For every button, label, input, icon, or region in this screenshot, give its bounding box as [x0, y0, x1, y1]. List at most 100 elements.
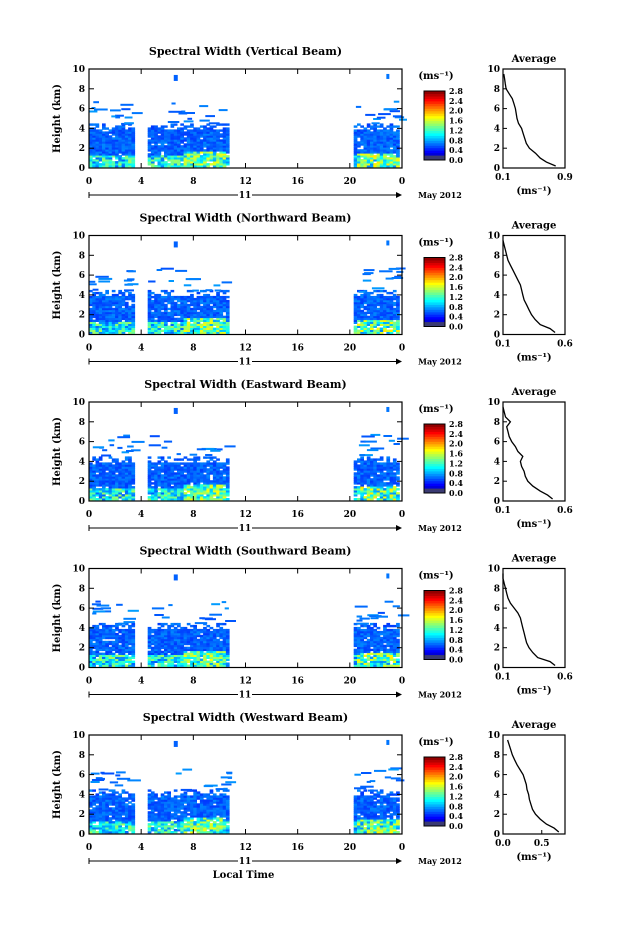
colorbar-cell — [424, 597, 445, 601]
colorbar-cell — [424, 811, 445, 815]
colorbar-cell — [424, 629, 445, 633]
heatmap-cells — [89, 739, 405, 834]
y-axis-label: Height (km) — [52, 84, 63, 153]
colorbar-cell — [424, 823, 445, 827]
colorbar-tick-label: 0.4 — [449, 645, 463, 655]
colorbar-cell — [424, 95, 445, 99]
day-bar-arrow — [396, 691, 402, 698]
colorbar-frame — [423, 257, 446, 327]
colorbar-cell — [424, 458, 445, 462]
avg-x-tick-label: 0.1 — [495, 506, 511, 516]
avg-y-tick-label: 6 — [494, 105, 500, 115]
colorbar-cell — [424, 269, 445, 273]
colorbar-cell — [424, 267, 445, 271]
avg-y-tick-label: 0 — [494, 164, 500, 174]
y-tick-label: 4 — [79, 790, 85, 800]
y-tick-label: 8 — [79, 85, 85, 95]
x-tick-label: 12 — [239, 177, 252, 187]
colorbar-cell — [424, 757, 445, 760]
y-tick-label: 10 — [72, 398, 85, 408]
colorbar-cell — [424, 115, 445, 119]
colorbar-cell — [424, 123, 445, 126]
colorbar-cell — [424, 282, 445, 286]
colorbar-cell — [424, 108, 445, 112]
avg-y-tick-label: 2 — [494, 644, 500, 654]
colorbar-cell — [424, 428, 445, 432]
avg-y-tick-label: 10 — [487, 232, 500, 242]
average-xlabel: (ms⁻¹) — [516, 353, 551, 364]
y-tick-label: 2 — [79, 477, 85, 487]
heatmap-cells — [89, 406, 409, 501]
day-bar-arrow — [396, 858, 402, 864]
colorbar-cell — [424, 632, 445, 636]
average-profile-line — [503, 73, 556, 167]
average-panel: Average 0 2 4 6 8 10 0.1 0.6 (ms⁻¹) — [487, 554, 572, 697]
day-label: 11 — [239, 191, 252, 201]
y-tick-label: 4 — [79, 457, 85, 467]
y-tick-label: 0 — [79, 331, 85, 341]
average-xlabel: (ms⁻¹) — [516, 852, 551, 863]
colorbar-cell — [424, 806, 445, 810]
y-tick-label: 10 — [72, 232, 85, 242]
colorbar-cell — [424, 306, 445, 310]
x-tick-label: 0 — [86, 177, 92, 187]
colorbar-cell — [424, 789, 445, 792]
colorbar-cell — [424, 289, 445, 293]
colorbar-cell — [424, 120, 445, 124]
colorbar-cell — [424, 798, 445, 802]
colorbar-cell — [424, 451, 445, 455]
colorbar-cell — [424, 118, 445, 122]
avg-x-tick-label: 0.6 — [557, 506, 573, 516]
colorbar-cell — [424, 301, 445, 305]
y-tick-label: 2 — [79, 144, 85, 154]
colorbar-cell — [424, 796, 445, 800]
colorbar-tick-label: 0.0 — [449, 655, 463, 665]
x-tick-label: 0 — [399, 510, 405, 520]
y-tick-label: 0 — [79, 164, 85, 174]
y-tick-label: 0 — [79, 664, 85, 674]
colorbar-cell — [424, 321, 445, 325]
avg-y-tick-label: 8 — [494, 418, 500, 428]
colorbar-unit: (ms⁻¹) — [418, 238, 453, 249]
colorbar-tick-label: 0.0 — [449, 488, 463, 498]
colorbar-tick-label: 2.0 — [449, 772, 463, 782]
colorbar-tick-label: 2.8 — [449, 86, 463, 96]
colorbar-tick-label: 2.4 — [449, 262, 463, 272]
avg-y-tick-label: 4 — [494, 457, 500, 467]
month-label: May 2012 — [418, 357, 462, 367]
colorbar-cell — [424, 642, 445, 646]
colorbar-tick-label: 2.0 — [449, 272, 463, 282]
colorbar-cell — [424, 277, 445, 281]
avg-x-tick-label: 0.1 — [495, 340, 511, 350]
colorbar-cell — [424, 147, 445, 151]
colorbar-cell — [424, 617, 445, 621]
x-tick-label: 0 — [86, 344, 92, 354]
panel-title: Spectral Width (Northward Beam) — [140, 212, 352, 225]
colorbar-tick-label: 1.2 — [449, 458, 463, 468]
colorbar-cell — [424, 610, 445, 614]
panel-5: Spectral Width (Westward Beam) 0 2 4 6 8 10 Hei… — [52, 711, 566, 867]
colorbar-cell — [424, 657, 445, 660]
colorbar-cell — [424, 821, 445, 825]
day-bar-arrow — [396, 358, 402, 365]
colorbar-cell — [424, 296, 445, 300]
panel-title: Spectral Width (Southward Beam) — [139, 545, 351, 558]
x-tick-label: 8 — [190, 677, 196, 687]
colorbar-cell — [424, 637, 445, 641]
colorbar-cell — [424, 771, 445, 775]
colorbar-cell — [424, 478, 445, 482]
average-title: Average — [511, 554, 557, 565]
avg-y-tick-label: 2 — [494, 311, 500, 321]
x-tick-label: 0 — [86, 843, 92, 853]
colorbar-tick-label: 2.4 — [449, 595, 463, 605]
colorbar-cell — [424, 98, 445, 102]
average-frame — [502, 734, 566, 835]
y-tick-label: 10 — [72, 565, 85, 575]
colorbar-cell — [424, 468, 445, 472]
avg-y-tick-label: 10 — [487, 65, 500, 75]
heatmap-cells — [89, 73, 407, 168]
avg-x-tick-label: 0.1 — [495, 673, 511, 683]
y-tick-label: 2 — [79, 810, 85, 820]
colorbar-cell — [424, 135, 445, 139]
panel-3: Spectral Width (Eastward Beam) 0 2 4 6 8 10 Hei… — [52, 378, 573, 534]
